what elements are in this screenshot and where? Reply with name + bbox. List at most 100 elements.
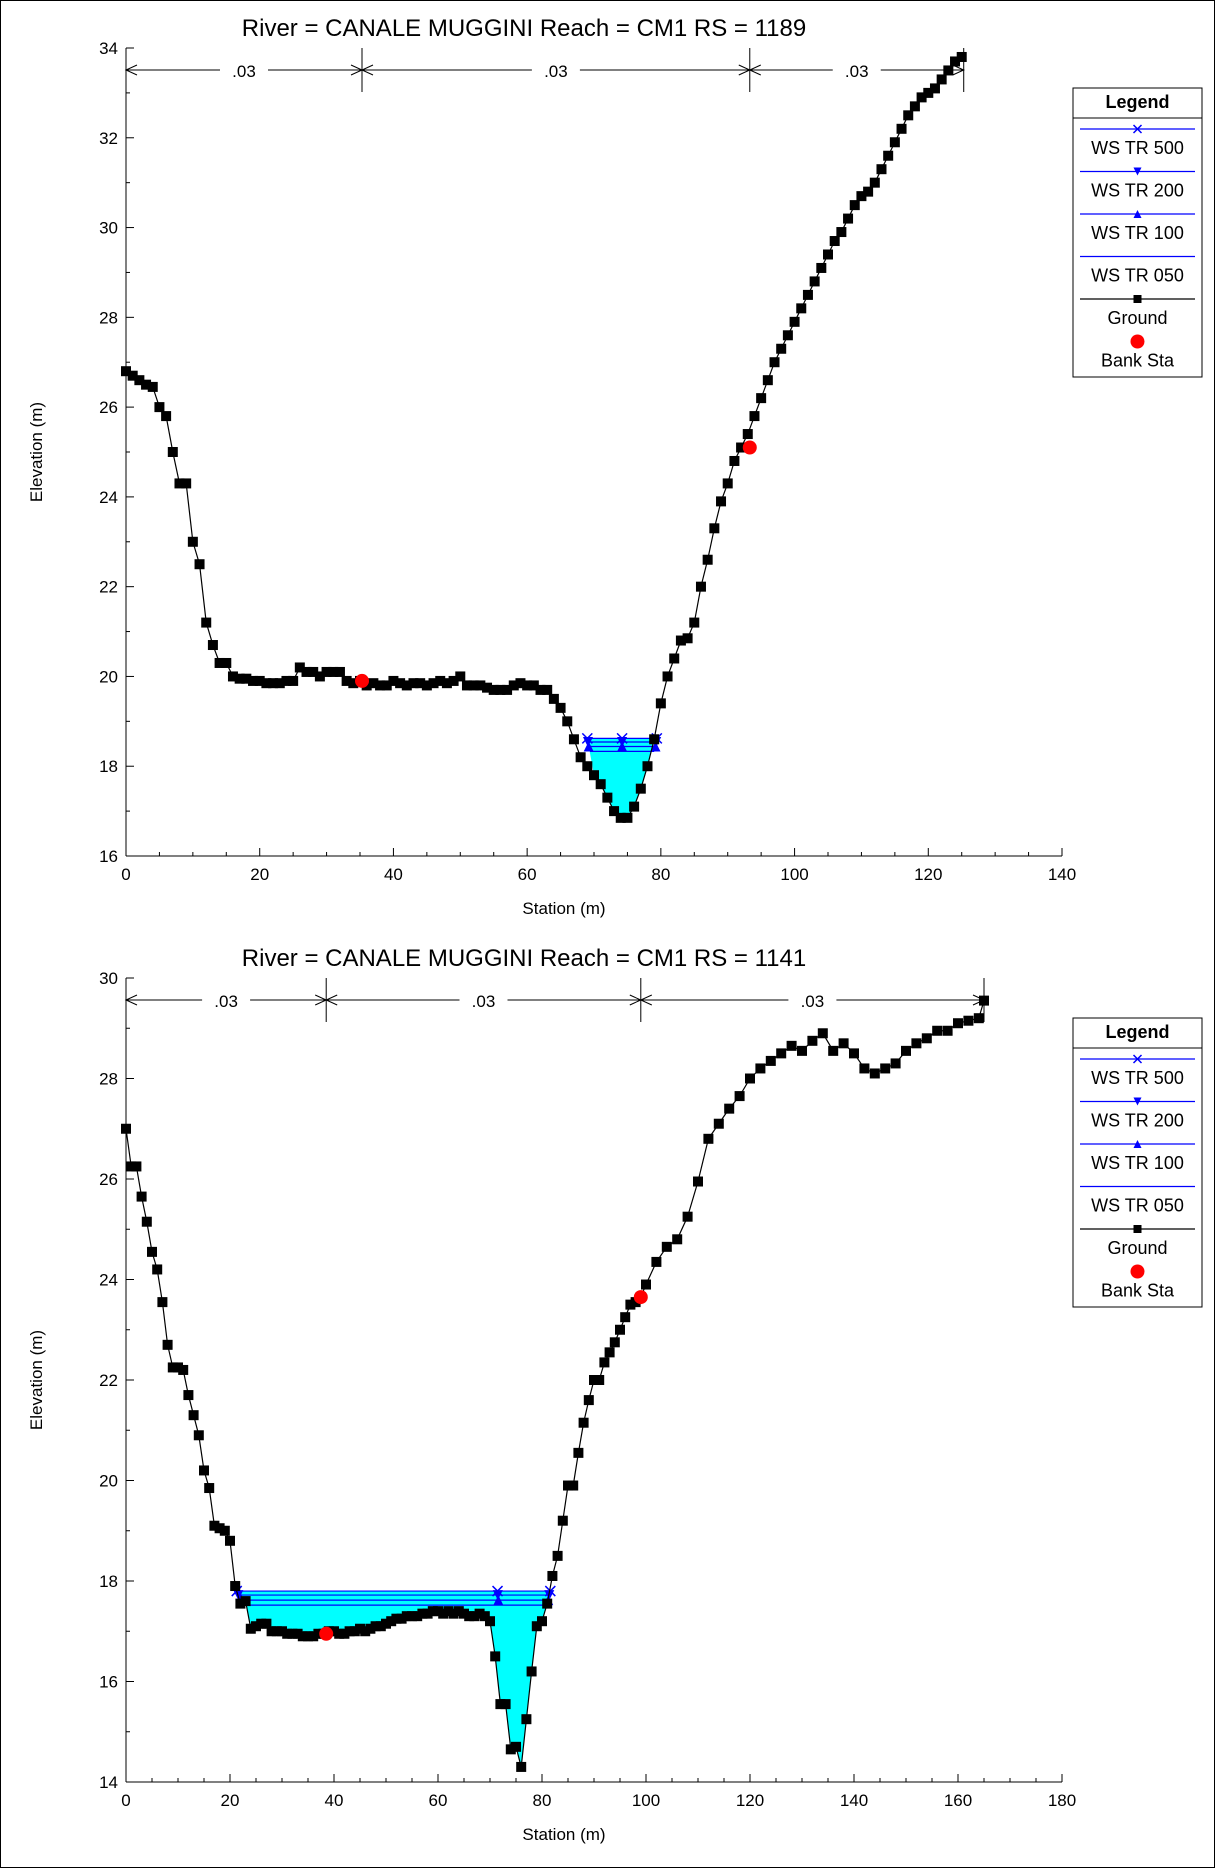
y-tick-label: 30 <box>99 219 118 238</box>
ground-point <box>314 671 325 682</box>
ground-point <box>703 1133 714 1144</box>
legend-swatch-marker <box>1133 295 1142 303</box>
legend: Legend WS TR 500 WS TR 200 WS TR 100 WS TR 0… <box>1072 1017 1203 1308</box>
ground-point <box>234 673 245 684</box>
ground-point <box>675 635 686 646</box>
ground-point <box>348 678 359 689</box>
y-tick-label: 20 <box>99 667 118 686</box>
ground-point <box>649 734 660 745</box>
ground-point <box>235 1598 246 1609</box>
ground-point <box>344 1626 355 1637</box>
ground-point <box>147 1246 157 1257</box>
manning-label-bg <box>220 59 269 81</box>
legend-box <box>1072 1017 1203 1308</box>
ground-point <box>188 1410 199 1421</box>
ground-point <box>256 1618 267 1629</box>
ground-point <box>254 675 265 686</box>
x-tick-label: 0 <box>121 865 130 884</box>
ground-point <box>661 1241 672 1252</box>
ground-point <box>453 1606 464 1617</box>
ground-point <box>297 1631 308 1642</box>
ground-point <box>154 402 165 413</box>
x-tick-label: 80 <box>533 1791 552 1810</box>
y-axis-label: Elevation (m) <box>27 402 46 502</box>
ground-point <box>516 1761 527 1772</box>
ground-point <box>942 1025 953 1036</box>
ground-point <box>807 1035 818 1046</box>
ground-point <box>266 1626 277 1637</box>
ground-point <box>713 1118 724 1129</box>
ground-point <box>349 1626 360 1637</box>
ground-point <box>769 357 780 368</box>
ground-point <box>682 633 693 644</box>
manning-arrow-left <box>124 994 138 1006</box>
legend-swatch-marker <box>1132 1054 1143 1064</box>
legend-title: Legend <box>1105 92 1169 112</box>
ground-point <box>395 678 406 689</box>
ground-point <box>174 478 185 489</box>
ground-point <box>381 1618 391 1629</box>
ground-point <box>896 123 907 134</box>
x-tick-label: 60 <box>429 1791 448 1810</box>
ground-point <box>880 1063 891 1074</box>
legend-swatch-marker <box>1130 334 1145 349</box>
ground-point <box>522 680 533 691</box>
ground-point <box>542 1598 553 1609</box>
ground-point <box>950 56 961 67</box>
x-tick-label: 120 <box>914 865 942 884</box>
ground-point <box>375 680 386 691</box>
ground-point <box>836 227 847 238</box>
ground-point <box>294 662 305 673</box>
ground-point <box>495 684 506 695</box>
legend-item: Bank Sta <box>1101 1264 1175 1301</box>
ground-point <box>521 1714 532 1725</box>
legend-label: WS TR 200 <box>1091 1111 1184 1131</box>
ground-point <box>173 1362 183 1373</box>
ground-point <box>162 1339 173 1350</box>
ground-point <box>474 1608 485 1619</box>
ground-point <box>274 678 285 689</box>
ground-point <box>849 200 860 211</box>
ground-point <box>816 262 827 273</box>
legend-swatch-marker <box>1133 1140 1142 1148</box>
ground-point <box>219 1525 230 1536</box>
legend-swatch-marker <box>1133 1097 1142 1106</box>
ground-point <box>375 1621 386 1632</box>
ground-point <box>869 177 880 188</box>
ground-point <box>288 675 299 686</box>
ground-point <box>508 680 519 691</box>
chart-1: River = CANALE MUGGINI Reach = CM1 RS = … <box>27 15 1203 918</box>
ground-point <box>427 1606 438 1617</box>
y-tick-label: 26 <box>99 398 118 417</box>
x-tick-label: 80 <box>651 865 670 884</box>
ground-point <box>407 1611 417 1622</box>
ground-point <box>334 1628 345 1639</box>
legend-item: WS TR 500 <box>1080 124 1195 158</box>
ground-point <box>789 316 800 327</box>
y-tick-label: 16 <box>99 1673 118 1692</box>
manning-label-bg <box>459 989 508 1011</box>
ground-point <box>662 671 673 682</box>
ground-point <box>502 684 513 695</box>
legend-label: WS TR 200 <box>1091 181 1184 201</box>
legend-item: Bank Sta <box>1101 334 1175 371</box>
ground-point <box>417 1608 428 1619</box>
ground-point <box>531 1621 542 1632</box>
ground-point <box>488 684 499 695</box>
ground-point <box>749 411 760 422</box>
water-surface-marker <box>492 1590 503 1601</box>
ground-point <box>448 1608 459 1619</box>
ground-point <box>308 666 319 677</box>
legend-swatch-marker <box>1133 210 1142 218</box>
ground-point <box>609 806 620 817</box>
ground-point <box>121 366 131 377</box>
ground-point <box>511 1741 521 1752</box>
ground-points <box>121 51 967 823</box>
ground-point <box>762 375 773 386</box>
ground-point <box>240 1596 251 1607</box>
ground-point <box>979 995 989 1006</box>
legend-item: Ground <box>1080 1225 1195 1258</box>
ground-point <box>500 1699 511 1710</box>
manning-n-label: .03 <box>845 62 869 81</box>
